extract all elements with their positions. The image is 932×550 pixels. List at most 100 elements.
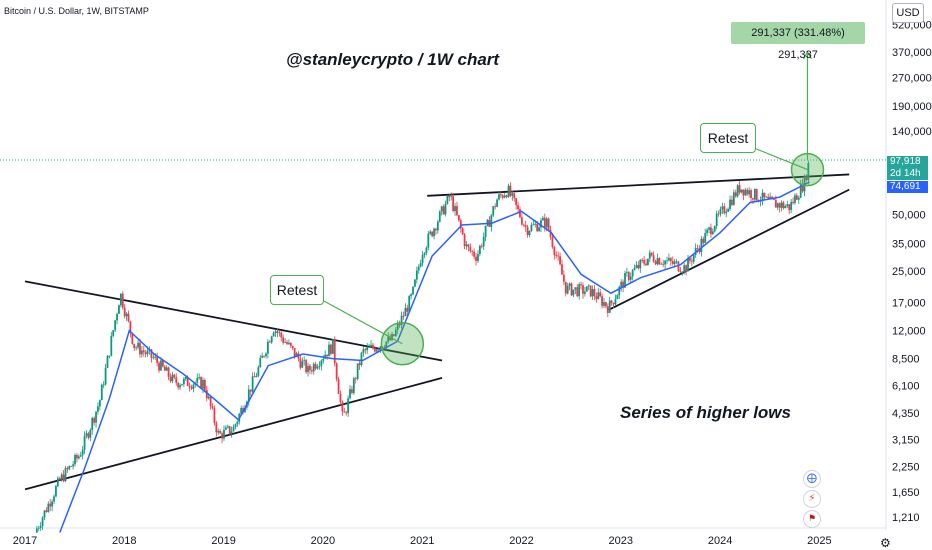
candle-body bbox=[215, 422, 218, 433]
candle-body bbox=[499, 194, 502, 196]
candle-body bbox=[599, 292, 602, 297]
candle-body bbox=[547, 218, 550, 230]
candle-body bbox=[648, 252, 651, 259]
candle-body bbox=[305, 360, 307, 373]
candle-body bbox=[360, 352, 363, 366]
candle-body bbox=[673, 261, 676, 264]
candle-body bbox=[454, 206, 456, 211]
candle-body bbox=[301, 361, 304, 368]
candle-body bbox=[711, 231, 714, 235]
candle-body bbox=[532, 224, 535, 226]
symbol-label: Bitcoin / U.S. Dollar, 1W, BITSTAMP bbox=[4, 6, 149, 16]
candle-body bbox=[746, 189, 749, 195]
candle-body bbox=[736, 185, 739, 197]
candle-body bbox=[706, 229, 709, 234]
candle-body bbox=[660, 263, 663, 265]
candle-body bbox=[198, 377, 201, 378]
candle-body bbox=[284, 342, 286, 343]
retest-callout-left: Retest bbox=[270, 275, 324, 305]
time-axis[interactable]: 2017 2018 2019 2020 2021 2022 2023 2024 2025 bbox=[13, 535, 832, 547]
retest-connector bbox=[321, 299, 403, 345]
candle-body bbox=[280, 332, 283, 338]
trendline-ascending-support-2022-2024 bbox=[608, 188, 850, 311]
currency-button[interactable]: USD bbox=[892, 3, 924, 23]
candle-body bbox=[761, 192, 764, 201]
chart-title: @stanleycrypto / 1W chart bbox=[286, 50, 500, 69]
candle-body bbox=[385, 341, 388, 349]
candle-body bbox=[496, 199, 498, 207]
candle-body bbox=[146, 350, 149, 355]
compass-icon[interactable]: ⨁ bbox=[803, 470, 821, 488]
candle-body bbox=[224, 427, 227, 430]
candle-body bbox=[589, 285, 592, 297]
candle-body bbox=[265, 353, 267, 357]
candle-body bbox=[677, 261, 680, 272]
candle-body bbox=[650, 252, 653, 256]
candle-body bbox=[597, 292, 600, 300]
candle-body bbox=[801, 183, 804, 192]
candle-body bbox=[526, 227, 529, 236]
candle-body bbox=[328, 344, 330, 357]
candle-body bbox=[435, 228, 437, 231]
candle-body bbox=[140, 350, 143, 355]
candle-body bbox=[318, 365, 321, 367]
candle-body bbox=[740, 189, 743, 193]
candle-body bbox=[530, 224, 533, 231]
candle-body bbox=[347, 398, 350, 414]
x-tick-label: 2022 bbox=[509, 535, 533, 547]
x-tick-label: 2017 bbox=[13, 535, 37, 547]
candle-body bbox=[402, 315, 405, 317]
candle-body bbox=[175, 377, 178, 383]
candle-body bbox=[713, 226, 716, 232]
candle-body bbox=[249, 389, 252, 392]
candle-body bbox=[689, 258, 691, 261]
candle-body bbox=[478, 245, 481, 255]
candle-body bbox=[551, 236, 554, 248]
x-tick-label: 2019 bbox=[211, 535, 235, 547]
lightning-icon[interactable]: ⚡ bbox=[803, 490, 821, 508]
candle-body bbox=[234, 424, 237, 427]
trendline-descending-resistance-2017-2020 bbox=[24, 280, 443, 362]
candle-body bbox=[773, 198, 775, 200]
candle-body bbox=[572, 289, 575, 296]
candle-body bbox=[612, 302, 615, 305]
y-tick-label: 50,000 bbox=[892, 210, 926, 222]
candle-body bbox=[173, 374, 176, 378]
candle-body bbox=[116, 313, 118, 321]
candle-body bbox=[354, 378, 357, 380]
candle-body bbox=[276, 331, 279, 333]
candle-body bbox=[154, 356, 157, 358]
candle-body bbox=[247, 389, 250, 402]
candle-body bbox=[503, 195, 506, 198]
candle-body bbox=[408, 296, 411, 312]
candle-body bbox=[456, 206, 458, 216]
candle-body bbox=[721, 206, 724, 210]
retest-connector bbox=[753, 147, 808, 171]
candle-body bbox=[184, 377, 187, 379]
candle-body bbox=[570, 283, 573, 296]
candle-body bbox=[446, 195, 449, 204]
candle-body bbox=[74, 455, 76, 465]
candle-body bbox=[100, 384, 103, 401]
y-tick-label: 25,000 bbox=[892, 266, 926, 278]
candle-body bbox=[219, 431, 222, 434]
us-flag-icon[interactable]: ⚑ bbox=[803, 510, 821, 528]
x-tick-label: 2023 bbox=[609, 535, 633, 547]
price-axis[interactable]: 1,210 1,650 2,250 3,150 4,350 6,100 8,500 12,00… bbox=[892, 19, 932, 524]
candle-body bbox=[412, 286, 414, 295]
candle-body bbox=[240, 407, 243, 414]
candle-body bbox=[381, 346, 384, 348]
candle-body bbox=[49, 503, 52, 507]
candle-body bbox=[349, 389, 351, 399]
candle-body bbox=[119, 293, 122, 306]
candle-body bbox=[39, 526, 42, 528]
candle-body bbox=[631, 270, 634, 277]
ma-price-tag: 74,691 bbox=[887, 181, 928, 193]
candle-body bbox=[314, 363, 317, 369]
candle-body bbox=[169, 376, 172, 382]
candle-body bbox=[324, 354, 327, 359]
candle-body bbox=[217, 431, 220, 433]
gear-icon[interactable]: ⚙ bbox=[880, 536, 891, 550]
candle-body bbox=[731, 199, 733, 205]
